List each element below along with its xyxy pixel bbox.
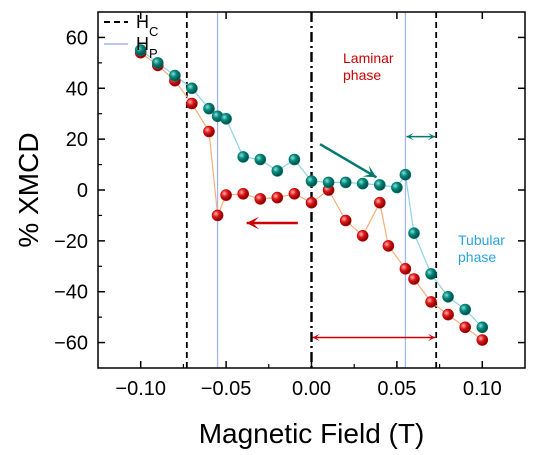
- data-point-s0-20: [442, 308, 454, 321]
- data-point-s1-18: [408, 227, 420, 239]
- data-point-s1-21: [459, 303, 472, 316]
- data-point-s1-14: [356, 177, 369, 190]
- data-point-s0-3: [186, 97, 198, 110]
- data-point-s1-1: [152, 57, 164, 69]
- tick-labels: −0.10 −0.05 0.00 0.05 0.10 −60 −40 −20 0 20 40 60: [54, 27, 502, 400]
- data-point-s0-8: [254, 193, 267, 205]
- data-point-s0-16: [382, 240, 395, 252]
- y-tick-label-0: −60: [54, 333, 88, 355]
- data-point-s0-17: [399, 262, 412, 275]
- data-point-s1-22: [476, 321, 489, 334]
- data-point-s1-15: [373, 179, 386, 191]
- data-point-s0-9: [271, 191, 284, 204]
- data-point-s1-4: [203, 102, 215, 115]
- annotation-1: Tubular phase: [458, 232, 505, 265]
- y-tick-label-3: 0: [77, 180, 88, 202]
- x-tick-label-3: 0.05: [377, 378, 416, 400]
- data-point-s0-5: [211, 209, 224, 222]
- y-tick-label-5: 40: [66, 78, 88, 100]
- x-axis-label: Magnetic Field (T): [199, 418, 425, 449]
- range-arrow-0-head: [428, 333, 436, 342]
- data-point-s0-21: [459, 321, 472, 334]
- range-arrow-0-head: [312, 333, 320, 342]
- data-point-s1-11: [305, 175, 318, 187]
- x-tick-label-2: 0.00: [292, 378, 331, 400]
- y-axis-label: % XMCD: [13, 132, 44, 247]
- annotations: Laminar phase Tubular phase: [343, 50, 505, 265]
- data-point-s0-18: [408, 273, 420, 285]
- data-point-s1-19: [425, 268, 437, 280]
- data-point-s1-0: [134, 44, 147, 56]
- data-point-s1-7: [237, 151, 249, 163]
- data-point-s0-4: [203, 125, 215, 138]
- direction-arrow-1: [319, 143, 378, 179]
- series-points: [134, 44, 489, 346]
- data-point-s1-13: [339, 176, 352, 189]
- x-tick-label-1: −0.05: [201, 378, 252, 400]
- y-tick-label-4: 20: [66, 129, 88, 151]
- data-point-s0-22: [476, 334, 489, 346]
- y-tick-label-1: −40: [54, 282, 88, 304]
- x-tick-label-4: 0.10: [463, 378, 502, 400]
- data-point-s1-17: [399, 168, 412, 181]
- data-point-s0-15: [373, 196, 386, 209]
- annotation-0: Laminar phase: [343, 50, 394, 83]
- reference-lines: [185, 12, 438, 368]
- range-arrow-1-head: [406, 132, 414, 141]
- data-point-s1-2: [169, 69, 181, 82]
- annotation-arrows: [246, 132, 436, 342]
- data-point-s1-10: [288, 153, 301, 166]
- data-point-s0-7: [237, 188, 249, 200]
- data-point-s0-6: [220, 189, 232, 201]
- y-tick-label-2: −20: [54, 231, 88, 253]
- range-arrow-0: [312, 333, 436, 342]
- axis-ticks: [98, 12, 525, 368]
- direction-arrow-0-head: [246, 216, 260, 230]
- y-tick-label-6: 60: [66, 27, 88, 49]
- data-point-s1-9: [271, 165, 284, 177]
- data-point-s0-11: [305, 196, 318, 209]
- data-point-s1-20: [442, 290, 454, 303]
- data-point-s0-19: [425, 296, 437, 308]
- data-point-s1-12: [322, 176, 335, 189]
- data-point-s0-14: [356, 230, 369, 242]
- range-arrow-1: [406, 132, 436, 141]
- range-arrow-1-head: [428, 132, 436, 141]
- direction-arrow-1-shaft: [319, 143, 378, 179]
- legend-entry-0: HC: [104, 12, 158, 39]
- data-point-s0-10: [288, 188, 301, 200]
- direction-arrow-0: [246, 216, 298, 230]
- data-point-s1-8: [254, 153, 267, 166]
- x-tick-label-0: −0.10: [115, 378, 166, 400]
- data-point-s0-13: [339, 214, 352, 227]
- data-point-s1-6: [220, 113, 232, 125]
- direction-arrow-1-head: [362, 165, 377, 178]
- data-point-s1-3: [186, 82, 198, 95]
- data-point-s1-16: [391, 181, 403, 194]
